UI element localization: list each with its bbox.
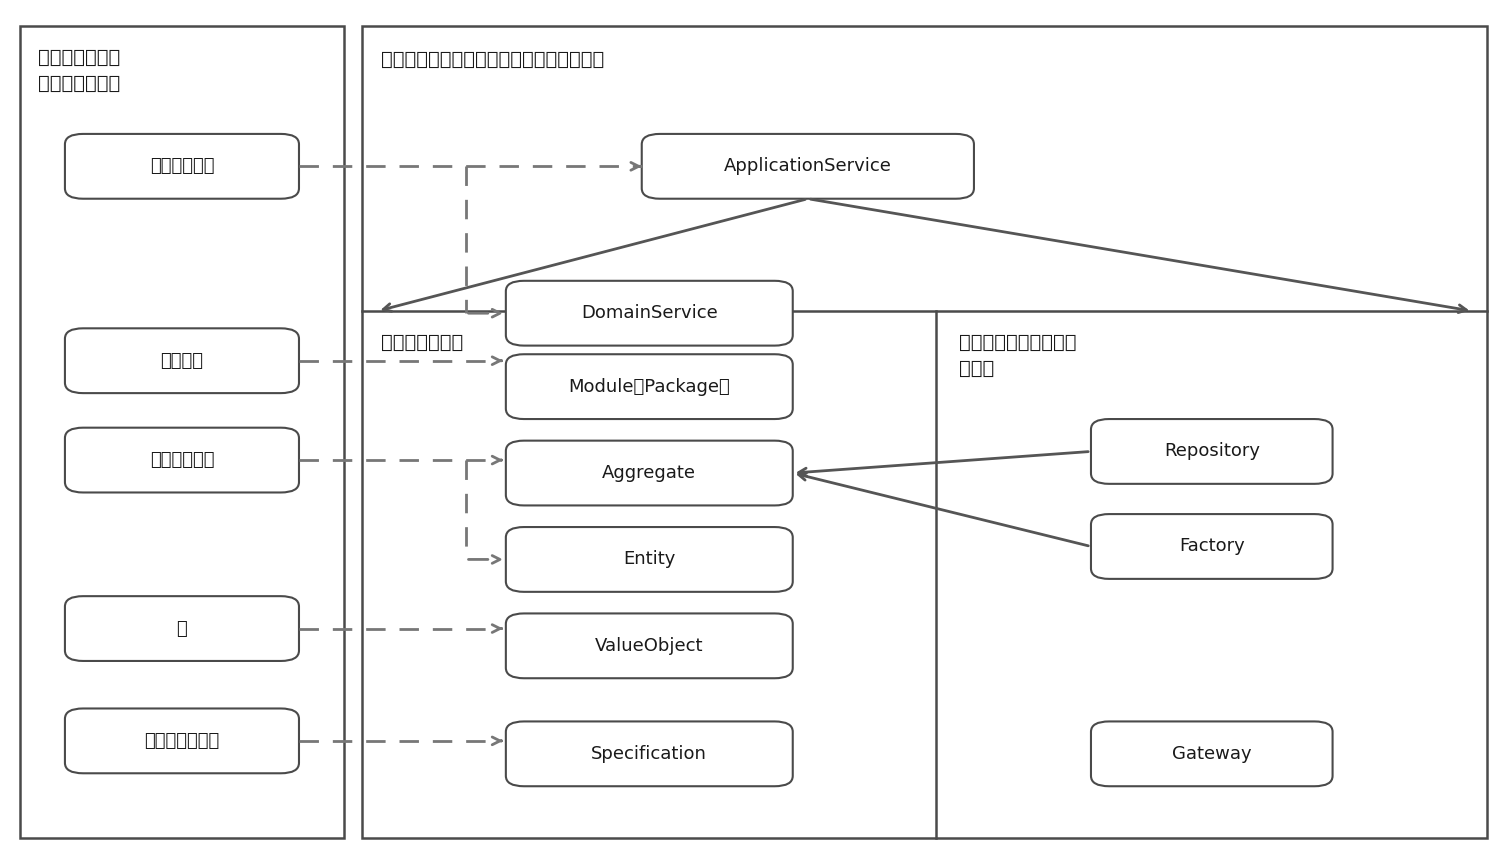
Text: Aggregate: Aggregate (602, 464, 696, 482)
FancyBboxPatch shape (65, 708, 299, 773)
Text: Module（Package）: Module（Package） (568, 378, 731, 396)
FancyBboxPatch shape (642, 134, 974, 199)
FancyBboxPatch shape (506, 441, 793, 505)
FancyBboxPatch shape (1092, 721, 1333, 786)
Text: 機能分類: 機能分類 (160, 352, 204, 370)
FancyBboxPatch shape (506, 721, 793, 786)
Text: Factory: Factory (1179, 537, 1244, 556)
FancyBboxPatch shape (65, 596, 299, 661)
Text: ApplicationService: ApplicationService (723, 157, 892, 175)
Text: 値: 値 (177, 619, 187, 638)
Text: データモデル: データモデル (149, 451, 214, 469)
FancyBboxPatch shape (506, 613, 793, 678)
Text: Specification: Specification (592, 745, 707, 763)
Text: Gateway: Gateway (1172, 745, 1252, 763)
Text: ValueObject: ValueObject (595, 637, 704, 655)
Text: Entity: Entity (624, 550, 675, 569)
FancyBboxPatch shape (65, 134, 299, 199)
FancyBboxPatch shape (65, 328, 299, 393)
Text: 分析の成果物や
ドメインモデル: 分析の成果物や ドメインモデル (38, 48, 119, 93)
FancyBboxPatch shape (506, 527, 793, 592)
Bar (362, 26, 1487, 838)
FancyBboxPatch shape (506, 281, 793, 346)
Text: インフラストラクチャ
レイヤ: インフラストラクチャ レイヤ (959, 333, 1077, 378)
FancyBboxPatch shape (1092, 419, 1333, 484)
Text: ビジネスルール: ビジネスルール (145, 732, 219, 750)
Text: Repository: Repository (1164, 442, 1259, 461)
FancyBboxPatch shape (65, 428, 299, 492)
Text: DomainService: DomainService (581, 304, 717, 322)
Text: ドメインレイヤ: ドメインレイヤ (381, 333, 462, 352)
FancyBboxPatch shape (1092, 514, 1333, 579)
Bar (20, 26, 344, 838)
Text: ユースケース: ユースケース (149, 157, 214, 175)
Text: ユースケース（アプリケーション）レイヤ: ユースケース（アプリケーション）レイヤ (381, 50, 604, 69)
FancyBboxPatch shape (506, 354, 793, 419)
